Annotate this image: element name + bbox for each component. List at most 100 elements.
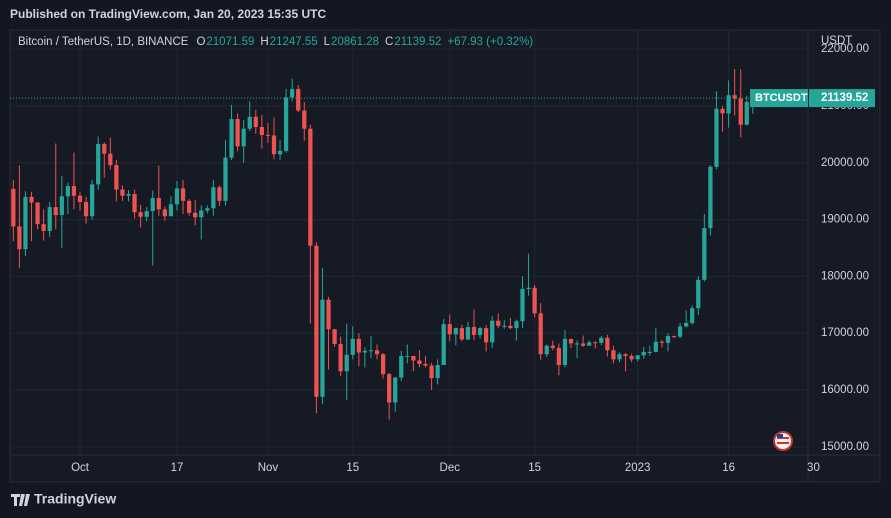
candle-body bbox=[229, 119, 234, 158]
candle-body bbox=[338, 344, 343, 372]
x-tick-label: 30 bbox=[807, 462, 820, 474]
footer-logo[interactable]: TradingView bbox=[34, 491, 116, 507]
candle-body bbox=[114, 165, 119, 190]
x-tick-label: 2023 bbox=[625, 462, 651, 474]
candle-body bbox=[132, 194, 137, 213]
candle-body bbox=[174, 188, 180, 205]
candle-body bbox=[580, 343, 586, 346]
candle-body bbox=[290, 88, 295, 98]
ohlc-value: 21071.59 bbox=[206, 36, 254, 48]
candle-body bbox=[35, 202, 40, 225]
candle-body bbox=[544, 345, 549, 355]
flag-canton bbox=[777, 434, 783, 438]
candle-body bbox=[150, 198, 155, 212]
candle-body bbox=[665, 336, 671, 343]
candle-body bbox=[296, 88, 301, 111]
candle-body bbox=[435, 365, 440, 379]
candle-body bbox=[247, 116, 252, 129]
candle-body bbox=[83, 201, 89, 217]
candle-body bbox=[550, 345, 555, 348]
candle-body bbox=[350, 338, 355, 355]
candle-body bbox=[162, 209, 167, 217]
ohlc-value: 21139.52 bbox=[394, 36, 441, 48]
candle-body bbox=[720, 108, 725, 114]
candle-body bbox=[205, 208, 210, 211]
candle-body bbox=[562, 338, 568, 366]
candle-body bbox=[302, 110, 307, 129]
candle-body bbox=[344, 354, 349, 372]
candle-body bbox=[211, 187, 216, 209]
x-tick-label: 17 bbox=[171, 462, 184, 474]
ohlc-letter: C bbox=[385, 36, 393, 48]
candle-body bbox=[605, 337, 610, 351]
candle-body bbox=[265, 134, 271, 136]
flag-stripe bbox=[777, 442, 789, 444]
candle-body bbox=[326, 299, 331, 330]
candle-body bbox=[708, 166, 713, 229]
candle-body bbox=[653, 341, 658, 352]
candle-body bbox=[629, 355, 634, 360]
legend: Bitcoin / TetherUS, 1D, BINANCE O 21071.59… bbox=[18, 36, 533, 48]
price-tag bbox=[809, 89, 875, 108]
candle-body bbox=[41, 224, 46, 231]
y-tick-label: 20000.00 bbox=[821, 157, 869, 169]
candle-body bbox=[380, 354, 386, 375]
candle-body bbox=[108, 153, 113, 166]
candle-body bbox=[593, 342, 598, 344]
candle-body bbox=[53, 207, 58, 216]
candle-body bbox=[356, 338, 361, 353]
candle-body bbox=[235, 119, 240, 147]
ohlc-letter: O bbox=[196, 36, 205, 48]
candle-body bbox=[690, 308, 695, 323]
candle-body bbox=[102, 144, 107, 154]
candle-body bbox=[714, 108, 719, 167]
candle-body bbox=[684, 322, 689, 327]
candle-body bbox=[490, 320, 495, 343]
y-tick-label: 19000.00 bbox=[821, 214, 869, 226]
ohlc-letter: L bbox=[324, 36, 331, 48]
candle-body bbox=[77, 195, 83, 202]
candle-body bbox=[623, 354, 628, 356]
candle-body bbox=[96, 144, 101, 185]
candle-body bbox=[199, 210, 204, 218]
x-tick-label: Oct bbox=[71, 462, 90, 474]
candle-body bbox=[368, 350, 374, 352]
candle-body bbox=[217, 187, 222, 201]
y-tick-label: 17000.00 bbox=[821, 327, 869, 339]
candle-body bbox=[374, 350, 380, 355]
candle-body bbox=[393, 377, 398, 403]
candle-body bbox=[277, 150, 283, 155]
candle-body bbox=[453, 328, 458, 335]
x-tick-label: 15 bbox=[528, 462, 541, 474]
symbol-label: BTCUSDT bbox=[755, 92, 808, 104]
candle-body bbox=[587, 342, 592, 346]
y-tick-label: 22000.00 bbox=[821, 43, 869, 55]
candle-body bbox=[253, 116, 258, 128]
candle-body bbox=[696, 279, 701, 309]
ohlc-letter: H bbox=[260, 36, 268, 48]
candle-body bbox=[180, 188, 186, 201]
candle-body bbox=[459, 328, 465, 340]
logo-icon bbox=[11, 494, 30, 506]
x-tick-label: Nov bbox=[258, 462, 279, 474]
candle-body bbox=[308, 128, 313, 246]
symbol-tag bbox=[750, 89, 808, 108]
y-unit: USDT bbox=[821, 35, 852, 47]
y-tick-label: 15000.00 bbox=[821, 441, 869, 453]
header: Published on TradingView.com, Jan 20, 20… bbox=[10, 7, 326, 21]
candle-body bbox=[514, 321, 519, 329]
x-tick-label: 15 bbox=[346, 462, 359, 474]
candle-body bbox=[362, 350, 368, 353]
ohlc-value: 20861.28 bbox=[331, 36, 379, 48]
candle-body bbox=[599, 337, 604, 343]
candle-body bbox=[496, 320, 501, 326]
change-label: +67.93 (+0.32%) bbox=[447, 36, 533, 48]
candle-body bbox=[520, 288, 525, 322]
candle-body bbox=[156, 198, 161, 210]
candle-body bbox=[732, 95, 737, 99]
candle-body bbox=[168, 204, 174, 217]
candle-body bbox=[47, 207, 52, 231]
candle-body bbox=[447, 324, 452, 335]
candle-body bbox=[702, 228, 707, 280]
